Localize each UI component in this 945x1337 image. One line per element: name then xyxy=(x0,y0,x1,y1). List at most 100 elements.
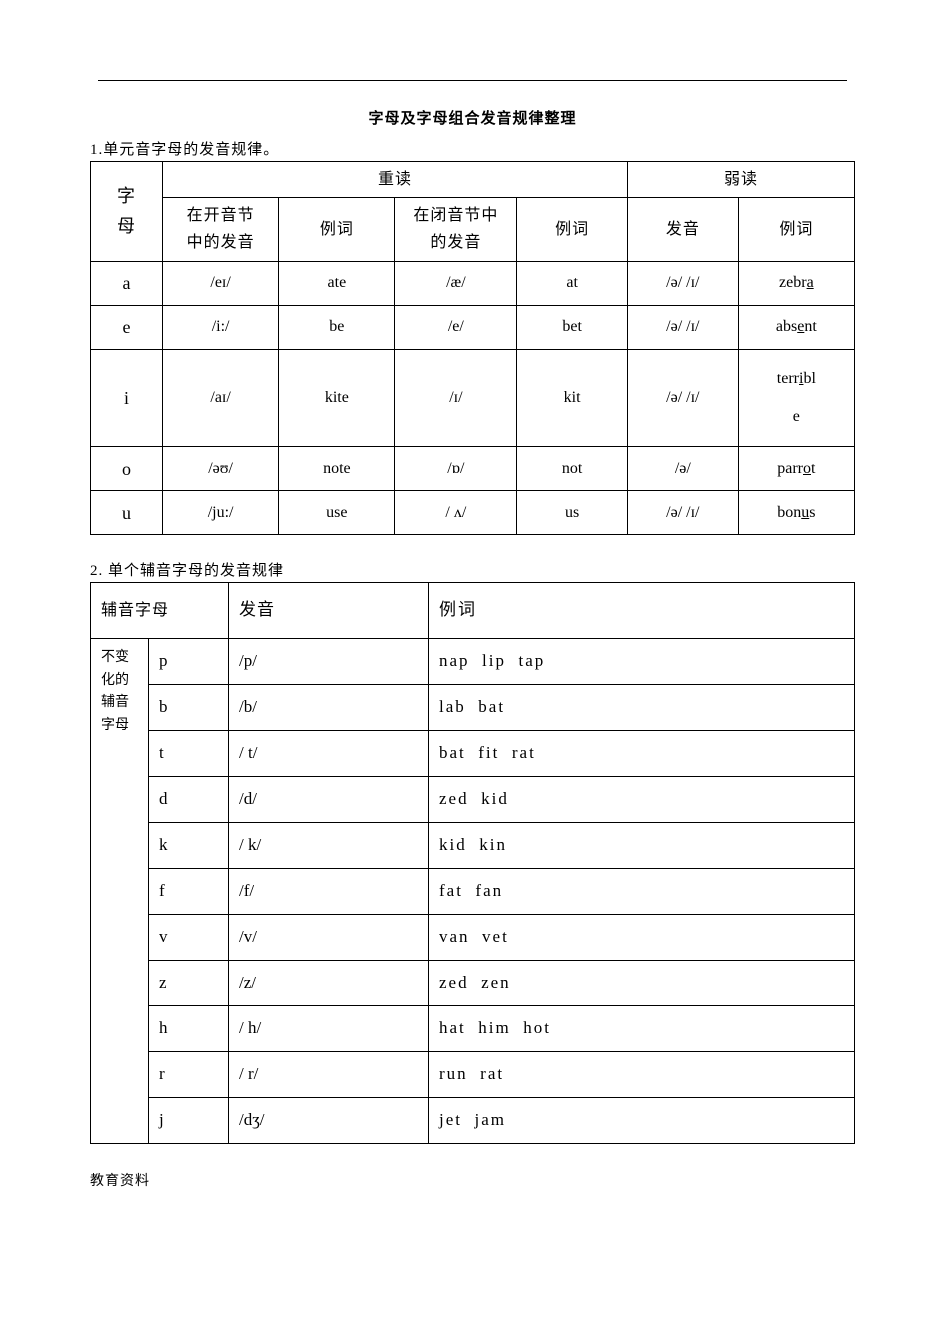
cell-sound: /d/ xyxy=(229,777,429,823)
cell-example: kid kin xyxy=(429,822,855,868)
table-row: o/əʊ/note/ɒ/not/ə/parrot xyxy=(91,447,855,491)
cell-letter: r xyxy=(149,1052,229,1098)
cell-sound: /b/ xyxy=(229,685,429,731)
footer: 教育资料 xyxy=(90,1170,855,1190)
cell-letter: b xyxy=(149,685,229,731)
cell-open: /i:/ xyxy=(162,305,278,349)
header-rule xyxy=(98,80,847,81)
cell-letter: i xyxy=(91,349,163,447)
cell-closed: / ʌ/ xyxy=(395,491,517,535)
table-row: z/z/zed zen xyxy=(91,960,855,1006)
table-row: b/b/lab bat xyxy=(91,685,855,731)
table-row-header: 在开音节中的发音 例词 在闭音节中的发音 例词 发音 例词 xyxy=(91,198,855,261)
table-row-header: 辅音字母 发音 例词 xyxy=(91,583,855,639)
group-weak: 弱读 xyxy=(627,162,854,198)
table-row: h/ h/hat him hot xyxy=(91,1006,855,1052)
cell-sound: /p/ xyxy=(229,639,429,685)
cell-weak-ex: zebra xyxy=(738,261,854,305)
cell-letter: d xyxy=(149,777,229,823)
table-row: f/f/fat fan xyxy=(91,868,855,914)
table-row: 不变化的辅音字母p/p/nap lip tap xyxy=(91,639,855,685)
cell-example: jet jam xyxy=(429,1098,855,1144)
cell-sound: /f/ xyxy=(229,868,429,914)
cell-closed-ex: kit xyxy=(517,349,628,447)
cell-weak: /ə/ /ɪ/ xyxy=(627,305,738,349)
cell-example: fat fan xyxy=(429,868,855,914)
col-letter: 字母 xyxy=(91,162,163,262)
cell-open-ex: ate xyxy=(279,261,395,305)
cell-weak: /ə/ /ɪ/ xyxy=(627,261,738,305)
cell-open: /aɪ/ xyxy=(162,349,278,447)
section1-heading: 1.单元音字母的发音规律。 xyxy=(90,138,855,159)
table-row: t/ t/bat fit rat xyxy=(91,731,855,777)
cell-open: /ju:/ xyxy=(162,491,278,535)
cell-letter: j xyxy=(149,1098,229,1144)
cell-closed-ex: at xyxy=(517,261,628,305)
cell-sound: /dʒ/ xyxy=(229,1098,429,1144)
page-title: 字母及字母组合发音规律整理 xyxy=(90,107,855,128)
cell-open-ex: use xyxy=(279,491,395,535)
cell-open: /eɪ/ xyxy=(162,261,278,305)
col-weak: 发音 xyxy=(627,198,738,261)
cell-example: hat him hot xyxy=(429,1006,855,1052)
cell-closed-ex: us xyxy=(517,491,628,535)
cell-closed: /e/ xyxy=(395,305,517,349)
col-group: 辅音字母 xyxy=(91,583,229,639)
cell-sound: / r/ xyxy=(229,1052,429,1098)
cell-weak: /ə/ /ɪ/ xyxy=(627,349,738,447)
cell-sound: / t/ xyxy=(229,731,429,777)
cell-open-ex: be xyxy=(279,305,395,349)
cell-letter: v xyxy=(149,914,229,960)
cell-example: zed kid xyxy=(429,777,855,823)
cell-sound: /z/ xyxy=(229,960,429,1006)
cell-example: zed zen xyxy=(429,960,855,1006)
cell-sound: / k/ xyxy=(229,822,429,868)
cell-letter: k xyxy=(149,822,229,868)
cell-weak: /ə/ /ɪ/ xyxy=(627,491,738,535)
cell-weak-ex: terrible xyxy=(738,349,854,447)
cell-sound: / h/ xyxy=(229,1006,429,1052)
table-row: u/ju:/use/ ʌ/us/ə/ /ɪ/bonus xyxy=(91,491,855,535)
table-row: v/v/van vet xyxy=(91,914,855,960)
col-weak-ex: 例词 xyxy=(738,198,854,261)
cell-example: van vet xyxy=(429,914,855,960)
cell-closed: /ɒ/ xyxy=(395,447,517,491)
cell-letter: t xyxy=(149,731,229,777)
group-stressed: 重读 xyxy=(162,162,627,198)
cell-letter: f xyxy=(149,868,229,914)
cell-open-ex: kite xyxy=(279,349,395,447)
cell-example: run rat xyxy=(429,1052,855,1098)
cell-closed-ex: bet xyxy=(517,305,628,349)
section2-heading: 2. 单个辅音字母的发音规律 xyxy=(90,559,855,580)
cell-letter: e xyxy=(91,305,163,349)
table-row: j/dʒ/jet jam xyxy=(91,1098,855,1144)
cell-weak: /ə/ xyxy=(627,447,738,491)
cell-weak-ex: absent xyxy=(738,305,854,349)
col-open-ex: 例词 xyxy=(279,198,395,261)
table-row: a/eɪ/ate/æ/at/ə/ /ɪ/zebra xyxy=(91,261,855,305)
table-row-group: 字母 重读 弱读 xyxy=(91,162,855,198)
table-row: r/ r/run rat xyxy=(91,1052,855,1098)
col-closed: 在闭音节中的发音 xyxy=(395,198,517,261)
cell-letter: a xyxy=(91,261,163,305)
table-row: e/i:/be/e/bet/ə/ /ɪ/absent xyxy=(91,305,855,349)
cell-closed-ex: not xyxy=(517,447,628,491)
cell-letter: h xyxy=(149,1006,229,1052)
vowel-table: 字母 重读 弱读 在开音节中的发音 例词 在闭音节中的发音 例词 发音 例词 a… xyxy=(90,161,855,535)
cell-letter: z xyxy=(149,960,229,1006)
cell-open-ex: note xyxy=(279,447,395,491)
col-closed-ex: 例词 xyxy=(517,198,628,261)
table-row: d/d/zed kid xyxy=(91,777,855,823)
cell-example: nap lip tap xyxy=(429,639,855,685)
cell-letter: o xyxy=(91,447,163,491)
cell-weak-ex: parrot xyxy=(738,447,854,491)
group-label: 不变化的辅音字母 xyxy=(91,639,149,1144)
cell-closed: /ɪ/ xyxy=(395,349,517,447)
table-row: k/ k/kid kin xyxy=(91,822,855,868)
cell-letter: u xyxy=(91,491,163,535)
col-open: 在开音节中的发音 xyxy=(162,198,278,261)
cell-sound: /v/ xyxy=(229,914,429,960)
cell-letter: p xyxy=(149,639,229,685)
table-row: i/aɪ/kite/ɪ/kit/ə/ /ɪ/terrible xyxy=(91,349,855,447)
cell-example: lab bat xyxy=(429,685,855,731)
